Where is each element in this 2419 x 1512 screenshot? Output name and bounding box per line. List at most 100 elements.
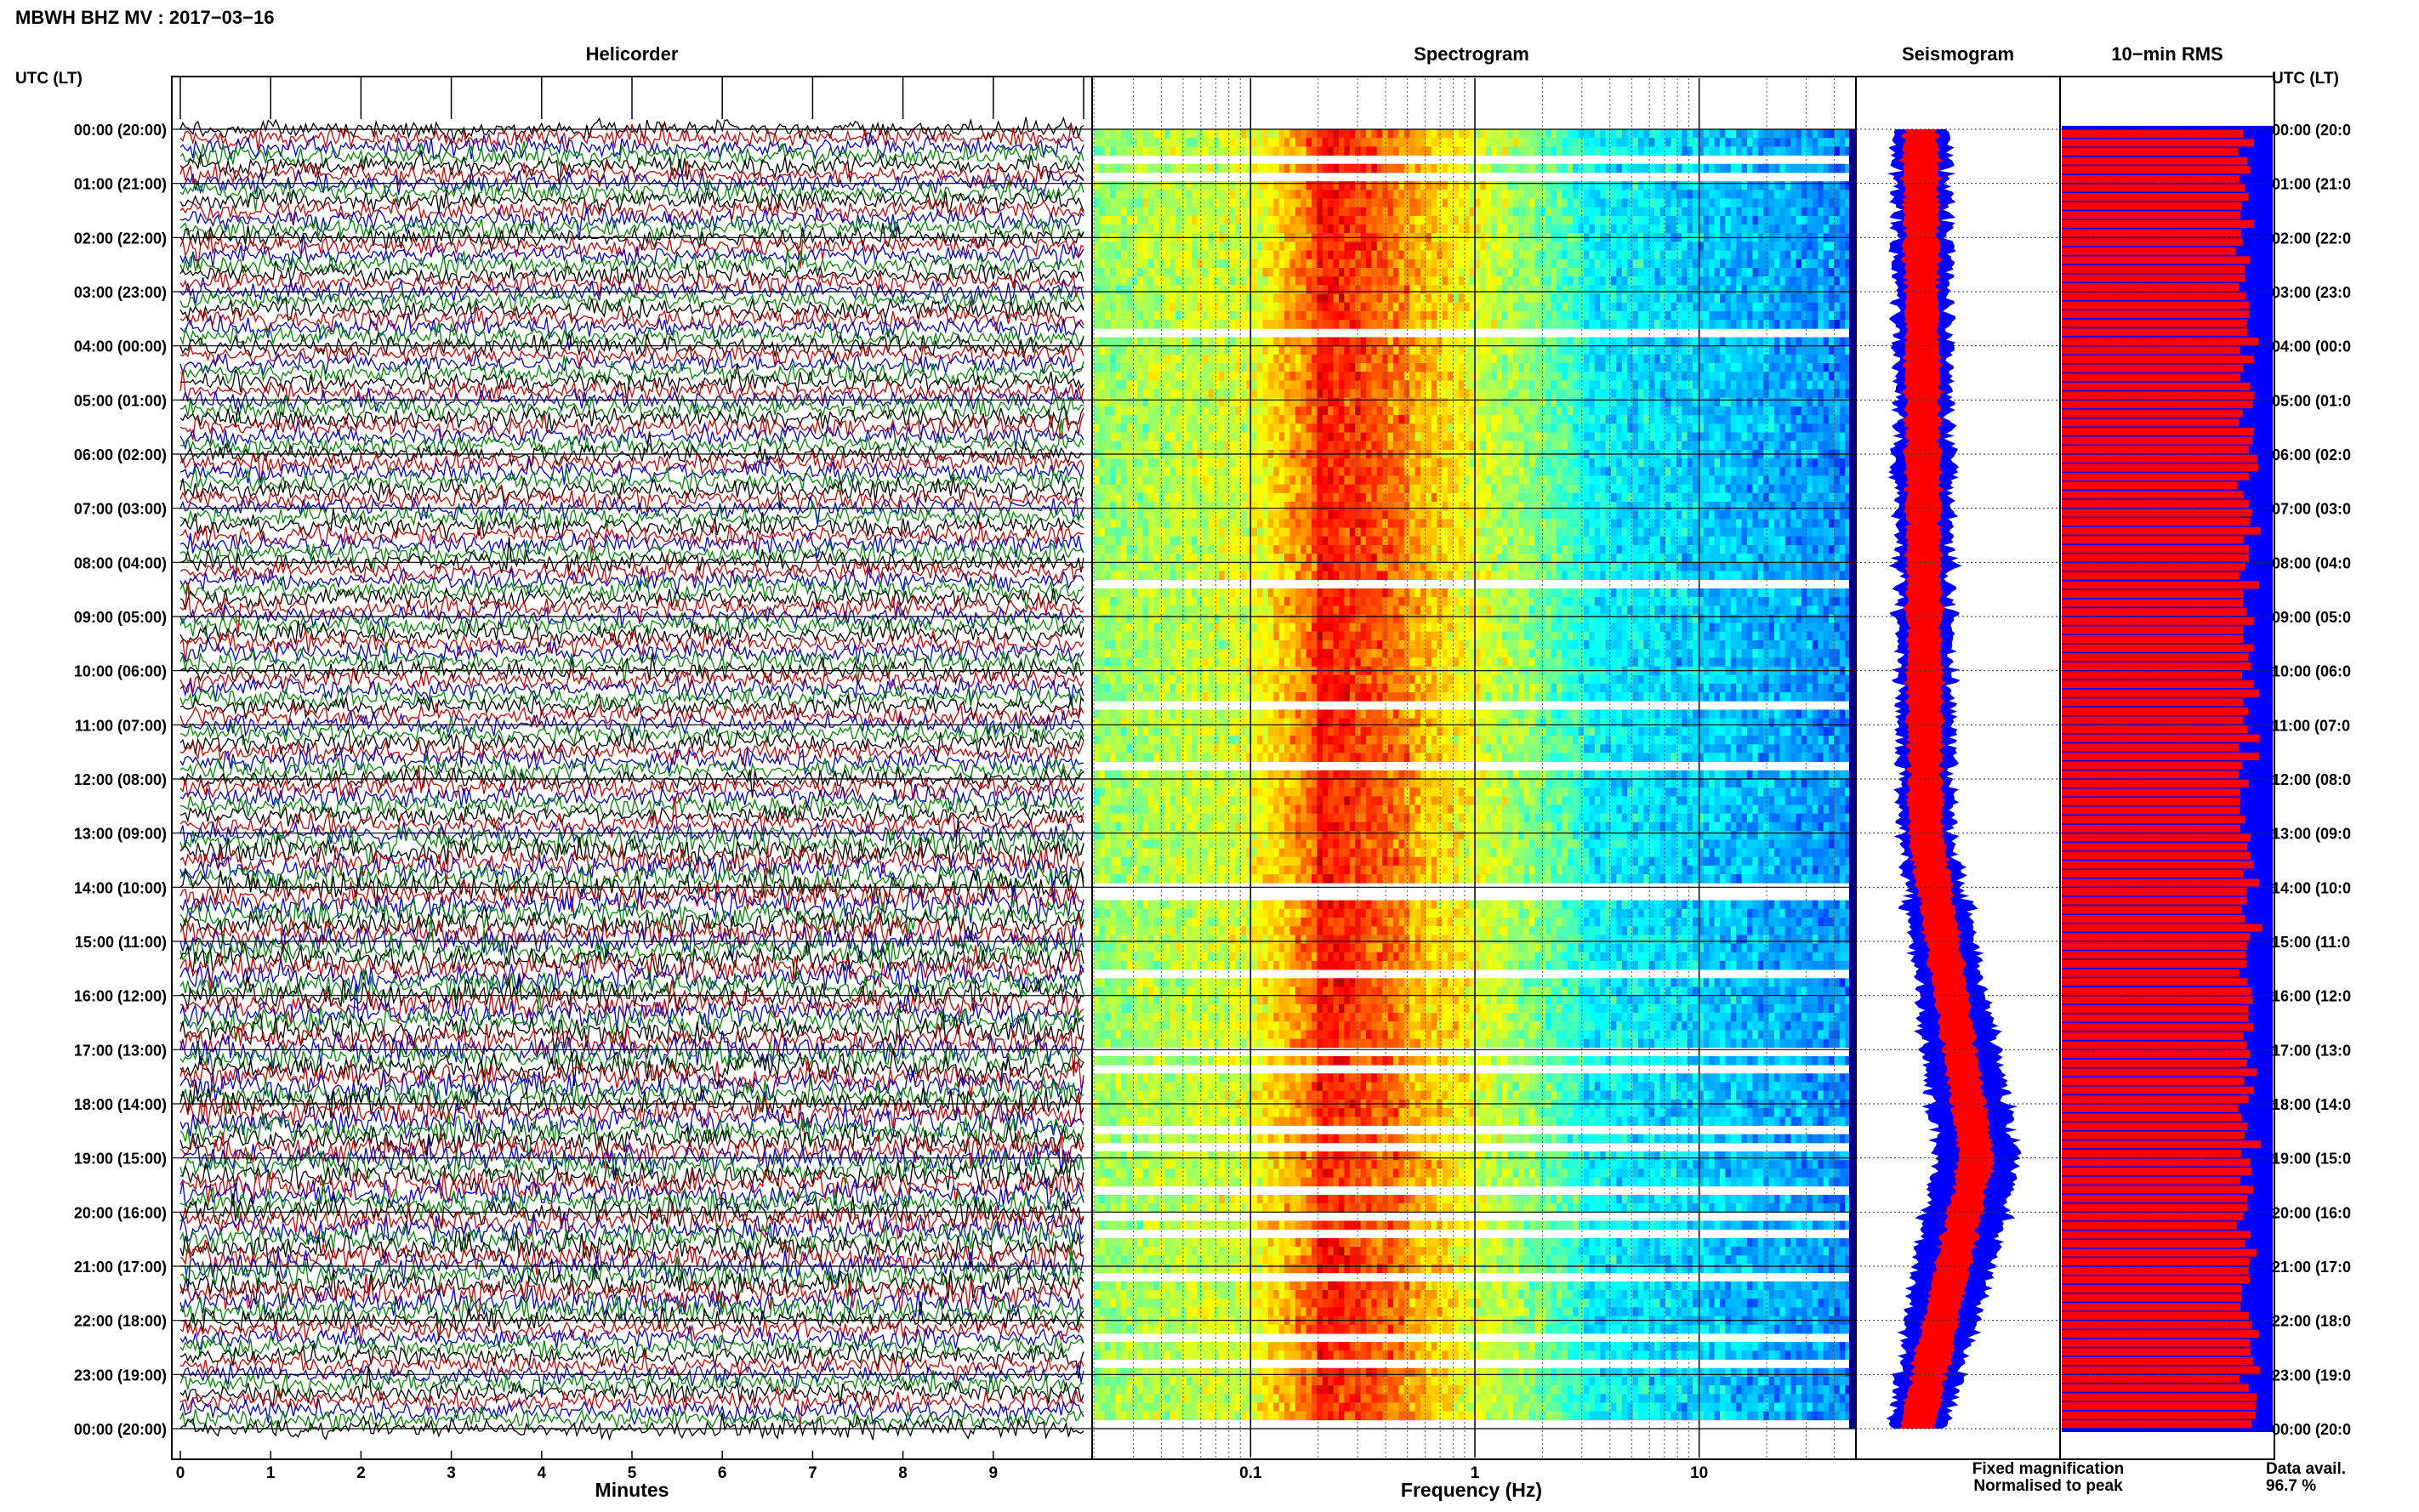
spectrogram-cell	[1453, 225, 1459, 234]
spectrogram-cell	[1279, 259, 1285, 269]
spectrogram-cell	[1339, 268, 1345, 277]
spectrogram-cell	[1715, 164, 1721, 173]
spectrogram-cell	[1241, 138, 1247, 147]
spectrogram-cell	[1475, 190, 1481, 199]
spectrogram-cell	[1170, 285, 1176, 294]
spectrogram-cell	[1600, 129, 1606, 139]
spectrogram-cell	[1551, 423, 1557, 433]
spectrogram-cell	[1094, 216, 1100, 225]
spectrogram-cell	[1747, 164, 1753, 173]
spectrogram-cell	[1121, 225, 1127, 234]
spectrogram-cell	[1175, 138, 1181, 147]
spectrogram-cell	[1649, 294, 1655, 304]
spectrogram-cell	[1834, 338, 1840, 347]
spectrogram-cell	[1813, 199, 1819, 208]
spectrogram-cell	[1742, 320, 1748, 329]
spectrogram-cell	[1339, 285, 1345, 294]
spectrogram-cell	[1328, 355, 1334, 364]
spectrogram-cell	[1573, 311, 1579, 321]
spectrogram-cell	[1431, 346, 1437, 355]
spectrogram-cell	[1627, 389, 1633, 399]
spectrogram-cell	[1431, 216, 1437, 225]
spectrogram-cell	[1534, 146, 1540, 156]
spectrogram-cell	[1339, 441, 1345, 451]
spectrogram-cell	[1187, 190, 1192, 199]
spectrogram-cell	[1502, 389, 1508, 399]
spectrogram-cell	[1824, 406, 1830, 416]
spectrogram-cell	[1611, 415, 1617, 424]
spectrogram-cell	[1682, 276, 1688, 286]
spectrogram-cell	[1551, 207, 1557, 217]
spectrogram-cell	[1371, 207, 1377, 217]
spectrogram-cell	[1731, 259, 1737, 269]
spectrogram-cell	[1328, 225, 1334, 234]
spectrogram-cell	[1725, 181, 1731, 190]
spectrogram-cell	[1306, 441, 1312, 451]
spectrogram-cell	[1518, 199, 1524, 208]
spectrogram-cell	[1208, 129, 1214, 139]
spectrogram-cell	[1312, 199, 1318, 208]
spectrogram-cell	[1388, 251, 1394, 260]
spectrogram-cell	[1779, 225, 1785, 234]
spectrogram-cell	[1323, 190, 1329, 199]
spectrogram-cell	[1801, 268, 1807, 277]
spectrogram-cell	[1497, 433, 1503, 442]
spectrogram-cell	[1513, 311, 1519, 321]
spectrogram-cell	[1595, 199, 1601, 208]
spectrogram-cell	[1126, 441, 1132, 451]
spectrogram-cell	[1491, 423, 1497, 433]
spectrogram-cell	[1415, 225, 1421, 234]
spectrogram-cell	[1595, 311, 1601, 321]
spectrogram-cell	[1393, 190, 1399, 199]
spectrogram-cell	[1230, 406, 1236, 416]
spectrogram-cell	[1105, 146, 1111, 156]
spectrogram-cell	[1688, 138, 1693, 147]
spectrogram-cell	[1268, 346, 1274, 355]
spectrogram-cell	[1752, 423, 1758, 433]
spectrogram-cell	[1431, 207, 1437, 217]
spectrogram-cell	[1475, 181, 1481, 190]
spectrogram-cell	[1475, 207, 1481, 217]
spectrogram-cell	[1643, 259, 1649, 269]
spectrogram-cell	[1606, 441, 1612, 451]
spectrogram-cell	[1153, 216, 1159, 225]
spectrogram-cell	[1431, 423, 1437, 433]
spectrogram-cell	[1306, 311, 1312, 321]
spectrogram-cell	[1497, 207, 1503, 217]
spectrogram-cell	[1774, 320, 1780, 329]
spectrogram-cell	[1638, 355, 1644, 364]
spectrogram-cell	[1181, 190, 1187, 199]
spectrogram-cell	[1246, 389, 1252, 399]
spectrogram-cell	[1159, 181, 1165, 190]
spectrogram-cell	[1779, 181, 1785, 190]
spectrogram-cell	[1355, 285, 1361, 294]
spectrogram-cell	[1818, 380, 1824, 389]
spectrogram-cell	[1649, 268, 1655, 277]
spectrogram-cell	[1208, 216, 1214, 225]
spectrogram-cell	[1241, 406, 1247, 416]
spectrogram-cell	[1779, 415, 1785, 424]
spectrogram-cell	[1301, 303, 1306, 312]
spectrogram-cell	[1840, 138, 1846, 147]
spectrogram-cell	[1203, 311, 1209, 321]
spectrogram-cell	[1497, 372, 1503, 381]
spectrogram-cell	[1524, 303, 1530, 312]
spectrogram-cell	[1801, 285, 1807, 294]
spectrogram-cell	[1573, 363, 1579, 372]
spectrogram-cell	[1366, 294, 1372, 304]
spectrogram-cell	[1616, 441, 1622, 451]
spectrogram-cell	[1284, 423, 1290, 433]
spectrogram-cell	[1790, 320, 1796, 329]
spectrogram-cell	[1312, 138, 1318, 147]
spectrogram-cell	[1323, 225, 1329, 234]
spectrogram-cell	[1627, 380, 1633, 389]
spectrogram-cell	[1573, 225, 1579, 234]
spectrogram-cell	[1459, 415, 1465, 424]
spectrogram-cell	[1834, 199, 1840, 208]
spectrogram-cell	[1769, 190, 1775, 199]
spectrogram-cell	[1159, 389, 1165, 399]
spectrogram-cell	[1262, 303, 1268, 312]
spectrogram-cell	[1126, 285, 1132, 294]
spectrogram-cell	[1643, 363, 1649, 372]
spectrogram-cell	[1529, 294, 1535, 304]
